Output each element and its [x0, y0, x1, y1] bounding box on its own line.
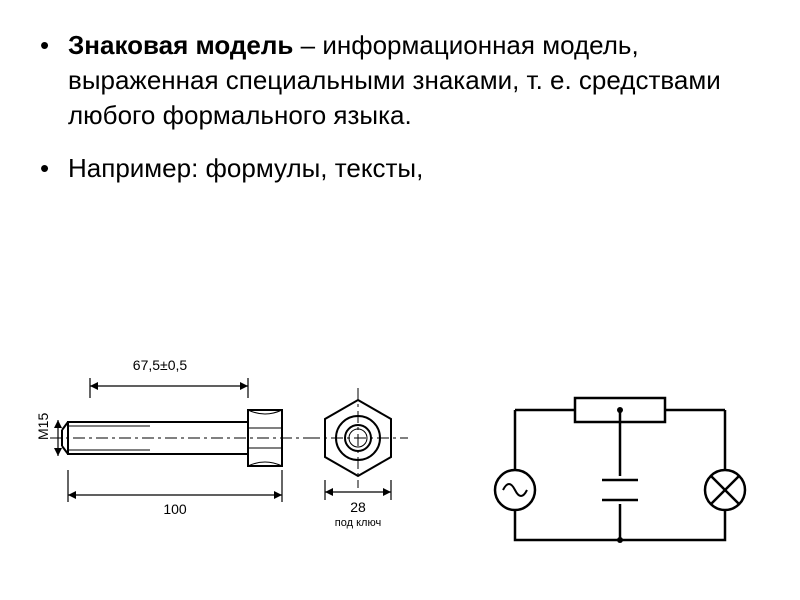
- capacitor-icon: [602, 480, 638, 500]
- bullet-example: Например: формулы, тексты,: [68, 151, 752, 186]
- slide: Знаковая модель – информационная модель,…: [0, 0, 800, 600]
- dim-nut-note: под ключ: [335, 517, 381, 529]
- term-bold: Знаковая модель: [68, 30, 293, 60]
- ac-source-icon: [495, 470, 535, 510]
- circuit-diagram: [470, 380, 770, 560]
- bolt-drawing: 67,5±0,5 М15: [10, 340, 440, 570]
- dim-top-label: 67,5±0,5: [133, 357, 188, 373]
- dim-nut-label: 28: [350, 499, 366, 515]
- dim-thread-label: М15: [35, 413, 51, 440]
- bullet-definition: Знаковая модель – информационная модель,…: [68, 28, 752, 133]
- bullet-list: Знаковая модель – информационная модель,…: [0, 0, 800, 186]
- figures-row: 67,5±0,5 М15: [0, 320, 800, 570]
- lamp-icon: [705, 470, 745, 510]
- dim-length-label: 100: [163, 501, 187, 517]
